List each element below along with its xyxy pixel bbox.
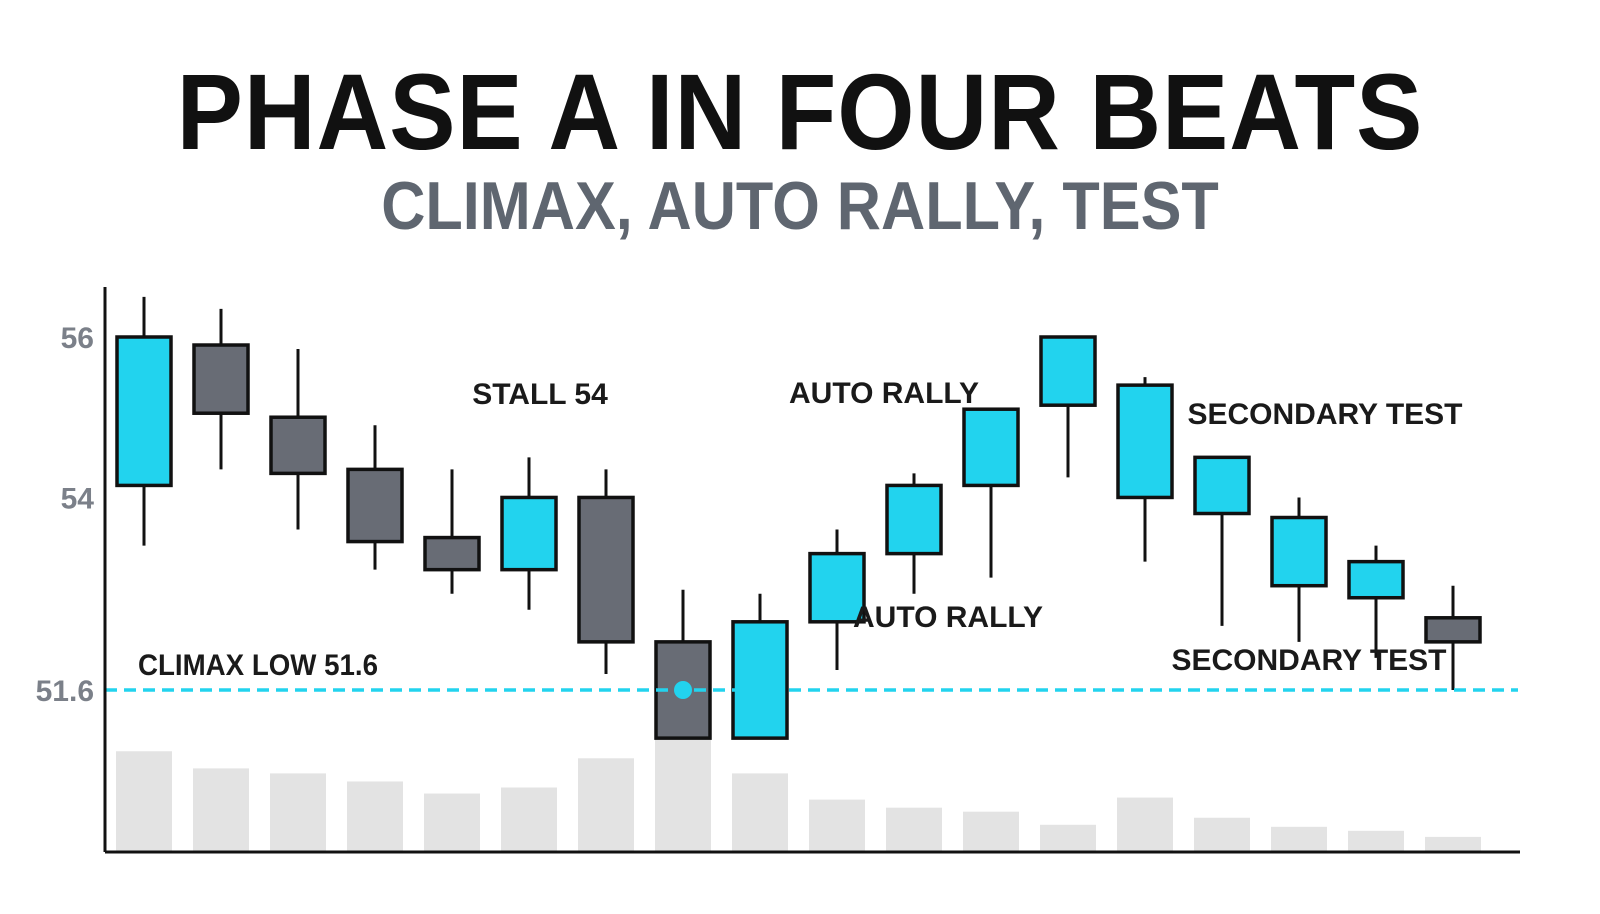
climax-low-marker <box>674 681 692 699</box>
candle <box>346 425 404 570</box>
annotation-label: AUTO RALLY <box>853 601 1043 634</box>
candle-body-down <box>346 467 404 544</box>
candle-body-up <box>731 620 789 740</box>
candle <box>1039 335 1097 478</box>
volume-bar <box>347 781 403 852</box>
volume-bar <box>809 799 865 852</box>
candles <box>115 296 1482 740</box>
candle <box>192 308 250 470</box>
y-tick-label: 54 <box>61 482 95 515</box>
annotation-label: STALL 54 <box>472 378 608 411</box>
volume-bar <box>578 758 634 852</box>
candle-body-up <box>962 407 1020 488</box>
candle-body-up <box>1039 335 1097 407</box>
chart-title: PHASE A IN FOUR BEATS <box>176 51 1424 172</box>
candle <box>1270 497 1328 642</box>
volume-bar <box>732 773 788 852</box>
chart-subtitle: CLIMAX, AUTO RALLY, TEST <box>381 168 1219 244</box>
candle-body-up <box>1347 559 1405 600</box>
candle <box>654 589 712 740</box>
volume-bars <box>116 720 1481 852</box>
volume-bar <box>886 807 942 852</box>
candle <box>269 349 327 530</box>
volume-bar <box>1117 797 1173 852</box>
candle <box>577 469 635 674</box>
candle-body-up <box>1193 455 1251 516</box>
volume-bar <box>963 811 1019 852</box>
candle-body-down <box>423 535 481 572</box>
annotation-label: SECONDARY TEST <box>1187 398 1462 431</box>
annotation-label: AUTO RALLY <box>789 377 979 410</box>
annotations: STALL 54 AUTO RALLY AUTO RALLY SECONDARY TE… <box>472 377 1462 677</box>
annotation-label: SECONDARY TEST <box>1171 644 1446 677</box>
volume-bar <box>1348 830 1404 852</box>
volume-bar <box>270 773 326 852</box>
y-tick-label: 51.6 <box>36 675 94 708</box>
volume-bar <box>1040 824 1096 852</box>
y-tick-label: 56 <box>61 322 94 355</box>
candle-body-down <box>192 343 250 415</box>
candle-body-up <box>500 495 558 572</box>
volume-bar <box>655 720 711 852</box>
volume-bar <box>1271 826 1327 852</box>
candle <box>1424 585 1482 690</box>
candle <box>962 407 1020 578</box>
candle-body-up <box>1116 383 1174 500</box>
candle <box>1347 545 1405 658</box>
candle <box>1193 455 1251 626</box>
candle-body-down <box>1424 616 1482 644</box>
candle <box>423 469 481 594</box>
candle-body-up <box>808 551 866 624</box>
volume-bar <box>1194 817 1250 852</box>
volume-bar <box>1425 836 1481 852</box>
volume-bar <box>424 793 480 852</box>
candle-body-up <box>1270 515 1328 588</box>
candle <box>731 593 789 740</box>
candle <box>500 457 558 610</box>
candle-body-up <box>885 483 943 556</box>
candle-body-down <box>269 415 327 476</box>
candle <box>885 473 943 594</box>
y-tick-labels: 56 54 51.6 <box>36 322 95 708</box>
candle <box>1116 377 1174 562</box>
candle-body-down <box>577 495 635 644</box>
candle-body-up <box>115 335 173 488</box>
volume-bar <box>501 787 557 852</box>
candle <box>808 529 866 670</box>
candle <box>115 296 173 546</box>
axes <box>103 287 1520 854</box>
climax-low-label: CLIMAX LOW 51.6 <box>138 649 378 682</box>
volume-bar <box>193 768 249 852</box>
volume-bar <box>116 751 172 852</box>
